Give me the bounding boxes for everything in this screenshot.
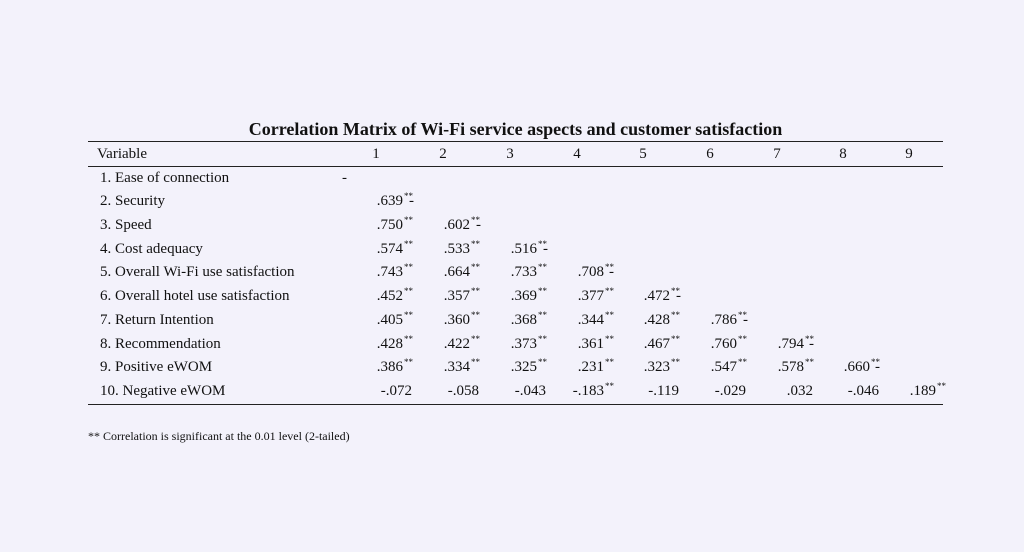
correlation-value: .664** xyxy=(443,262,480,280)
correlation-value: .602** xyxy=(443,215,480,233)
table-row: 9. Positive eWOM .386** .334** .325** .231**… xyxy=(0,356,1024,378)
correlation-value: .189** xyxy=(909,381,946,399)
correlation-value: -.183** xyxy=(572,381,614,399)
row-label: 10. Negative eWOM xyxy=(100,383,226,399)
diagonal-dash: - xyxy=(609,264,614,280)
row-label: 9. Positive eWOM xyxy=(100,359,213,375)
correlation-value: .361** xyxy=(577,334,614,352)
correlation-value: .533** xyxy=(443,239,480,257)
correlation-value: .368** xyxy=(510,310,547,328)
correlation-value: .547** xyxy=(710,357,747,375)
correlation-value: .405** xyxy=(376,310,413,328)
header-column-9: 9 xyxy=(905,146,913,162)
correlation-value: .334** xyxy=(443,357,480,375)
correlation-value: -.119 xyxy=(648,383,679,399)
correlation-value: .422** xyxy=(443,334,480,352)
correlation-value: .472** xyxy=(643,286,680,304)
row-label: 3. Speed xyxy=(100,217,152,233)
row-label: 1. Ease of connection xyxy=(100,170,230,186)
correlation-value: .733** xyxy=(510,262,547,280)
header-variable: Variable xyxy=(97,146,147,162)
row-label: 5. Overall Wi-Fi use satisfaction xyxy=(100,264,295,280)
correlation-value: .467** xyxy=(643,334,680,352)
header-column-7: 7 xyxy=(773,146,781,162)
header-row: Variable 1 2 3 4 5 6 7 8 9 xyxy=(0,143,1024,165)
row-label: 2. Security xyxy=(100,193,165,209)
table-row: 4. Cost adequacy .574** .533** .516** - xyxy=(0,238,1024,260)
header-column-8: 8 xyxy=(839,146,847,162)
correlation-value: .386** xyxy=(376,357,413,375)
correlation-value: .231** xyxy=(577,357,614,375)
table-row: 8. Recommendation .428** .422** .373** .361*… xyxy=(0,333,1024,355)
header-column-5: 5 xyxy=(639,146,647,162)
diagonal-dash: - xyxy=(342,170,347,186)
correlation-value: .750** xyxy=(376,215,413,233)
table-title: Correlation Matrix of Wi-Fi service aspe… xyxy=(248,119,783,139)
correlation-value: .639** xyxy=(376,191,413,209)
footnote: ** Correlation is significant at the 0.0… xyxy=(88,429,350,443)
table-row: 5. Overall Wi-Fi use satisfaction .743**.… xyxy=(0,261,1024,283)
diagonal-dash: - xyxy=(743,312,748,328)
header-rule xyxy=(88,166,943,167)
correlation-value: .428** xyxy=(376,334,413,352)
correlation-value: .360** xyxy=(443,310,480,328)
diagonal-dash: - xyxy=(543,241,548,257)
correlation-value: -.029 xyxy=(714,383,746,399)
table-row: 6. Overall hotel use satisfaction .452**.… xyxy=(0,285,1024,307)
correlation-value: .578** xyxy=(777,357,814,375)
bottom-rule xyxy=(88,404,943,405)
row-label: 6. Overall hotel use satisfaction xyxy=(100,288,290,304)
correlation-value: .032 xyxy=(786,383,813,399)
correlation-value: -.072 xyxy=(380,383,412,399)
correlation-value: .377** xyxy=(577,286,614,304)
correlation-value: .660** xyxy=(843,357,880,375)
row-label: 4. Cost adequacy xyxy=(100,241,203,257)
top-rule xyxy=(88,141,943,142)
table-row: 7. Return Intention .405** .360** .368** .34… xyxy=(0,309,1024,331)
correlation-value: .344** xyxy=(577,310,614,328)
header-column-2: 2 xyxy=(439,146,447,162)
correlation-value: -.043 xyxy=(514,383,546,399)
diagonal-dash: - xyxy=(409,193,414,209)
correlation-value: .325** xyxy=(510,357,547,375)
row-label: 8. Recommendation xyxy=(100,336,221,352)
correlation-value: .786** xyxy=(710,310,747,328)
diagonal-dash: - xyxy=(476,217,481,233)
diagonal-dash: - xyxy=(875,359,880,375)
correlation-value: -.058 xyxy=(447,383,479,399)
table-row: 2. Security .639** - xyxy=(0,190,1024,212)
correlation-value: .428** xyxy=(643,310,680,328)
table-row: 1. Ease of connection - xyxy=(0,167,1024,189)
row-label: 7. Return Intention xyxy=(100,312,214,328)
correlation-value: .369** xyxy=(510,286,547,304)
table-row: 10. Negative eWOM -.072 -.058 -.043 -.183** -… xyxy=(0,380,1024,402)
header-column-4: 4 xyxy=(573,146,581,162)
correlation-value: .760** xyxy=(710,334,747,352)
correlation-value: .743** xyxy=(376,262,413,280)
table-row: 3. Speed .750** .602** - xyxy=(0,214,1024,236)
correlation-value: .373** xyxy=(510,334,547,352)
diagonal-dash: - xyxy=(676,288,681,304)
correlation-value: .323** xyxy=(643,357,680,375)
header-column-6: 6 xyxy=(706,146,714,162)
diagonal-dash: - xyxy=(809,336,814,352)
correlation-value: .574** xyxy=(376,239,413,257)
header-column-3: 3 xyxy=(506,146,514,162)
correlation-value: .452** xyxy=(376,286,413,304)
correlation-value: .708** xyxy=(577,262,614,280)
correlation-value: .516** xyxy=(510,239,547,257)
header-column-1: 1 xyxy=(372,146,380,162)
correlation-value: .794** xyxy=(777,334,814,352)
correlation-value: -.046 xyxy=(847,383,879,399)
correlation-value: .357** xyxy=(443,286,480,304)
